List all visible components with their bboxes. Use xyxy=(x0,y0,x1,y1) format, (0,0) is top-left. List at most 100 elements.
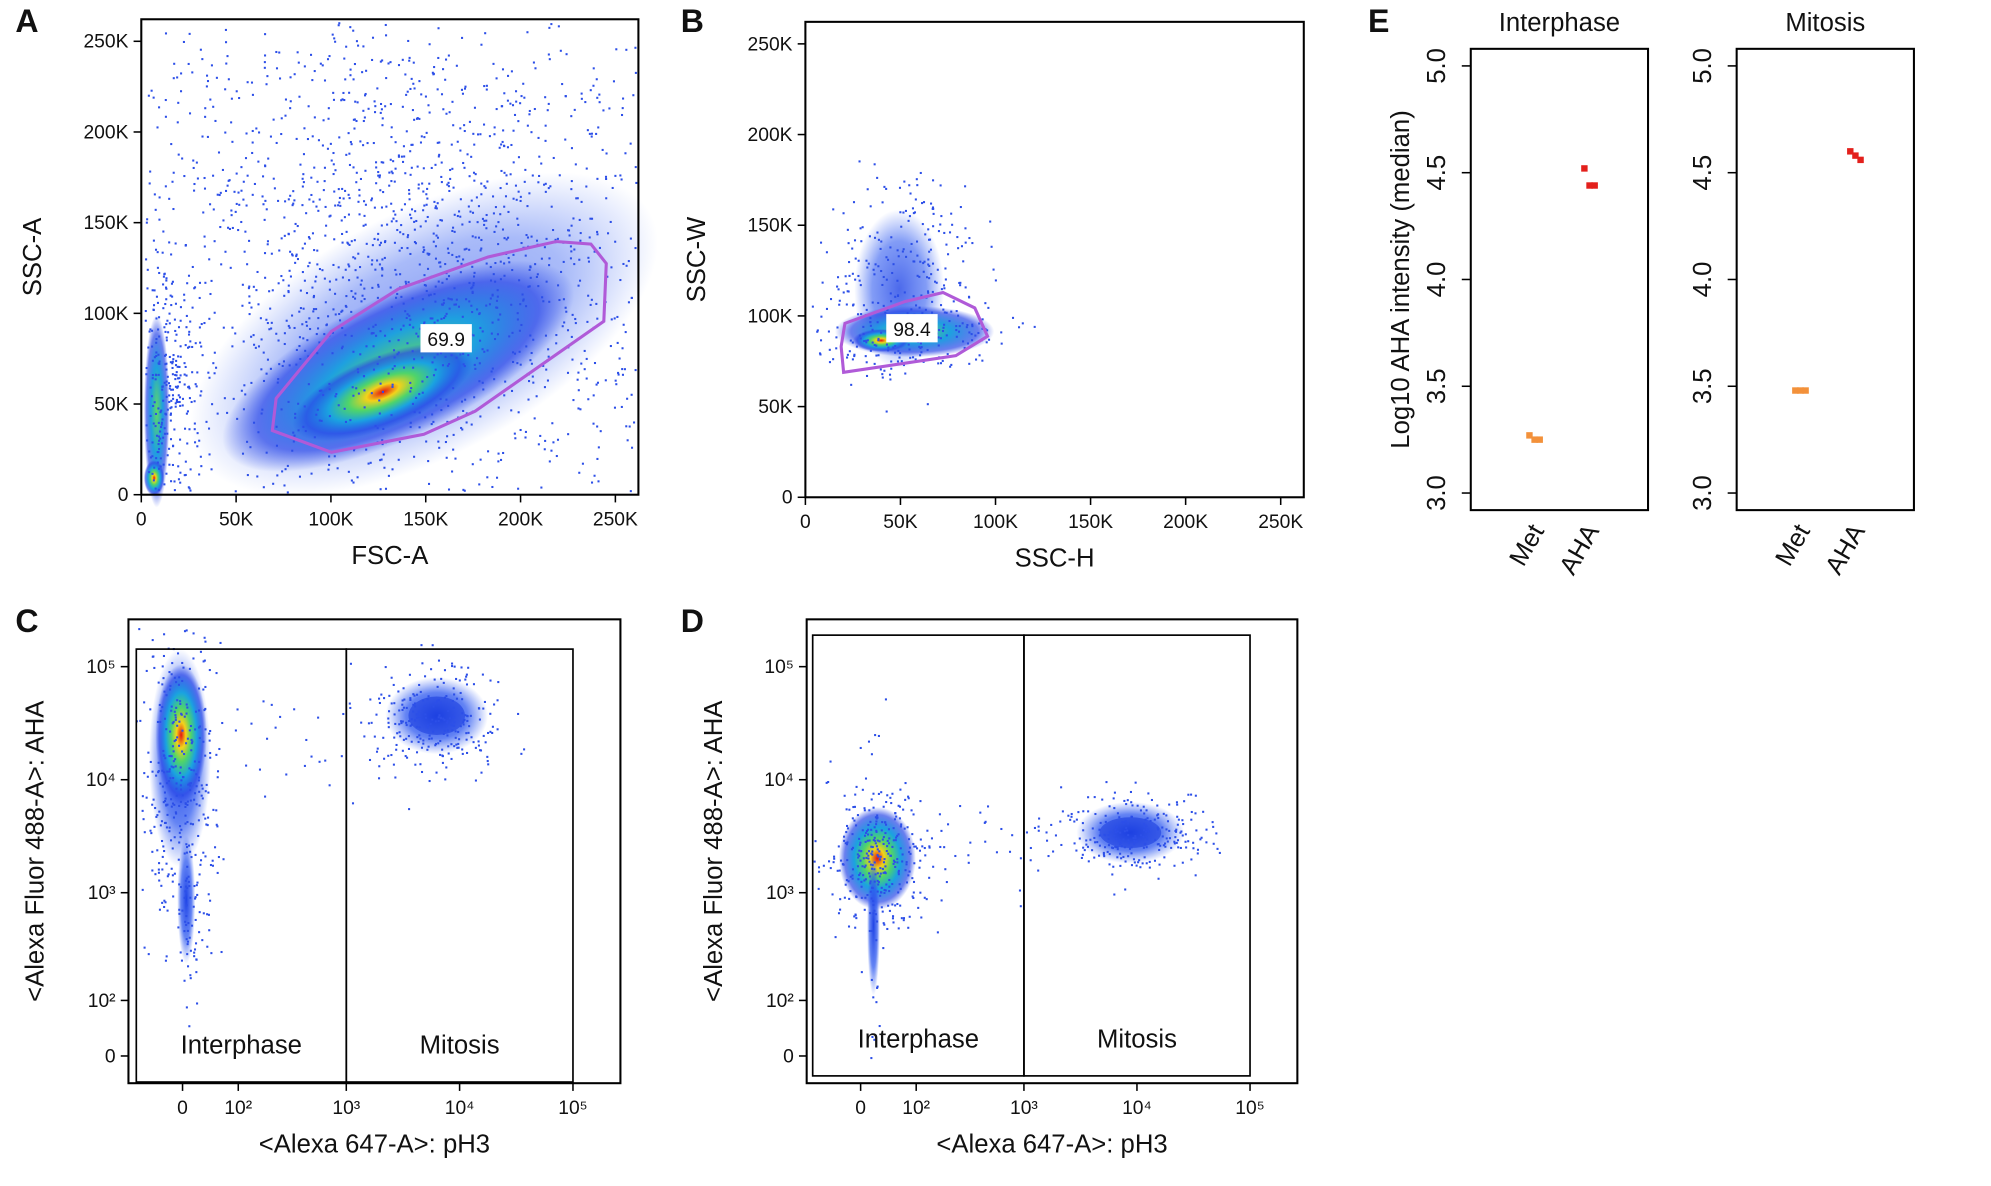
event-dot xyxy=(186,803,189,806)
event-dot xyxy=(611,186,614,190)
event-dot xyxy=(200,323,203,326)
event-dot xyxy=(231,326,234,329)
event-dot xyxy=(875,939,878,942)
event-dot xyxy=(173,803,176,806)
event-dot xyxy=(332,163,335,166)
event-dot xyxy=(161,683,164,686)
event-dot xyxy=(1033,826,1036,829)
event-dot xyxy=(551,422,554,425)
event-dot xyxy=(363,116,366,119)
event-dot xyxy=(499,187,502,190)
event-dot xyxy=(866,894,869,897)
event-dot xyxy=(165,862,168,865)
event-dot xyxy=(622,323,625,326)
event-dot xyxy=(825,307,828,310)
event-dot xyxy=(168,387,171,390)
event-dot xyxy=(157,421,160,424)
event-dot xyxy=(437,440,440,443)
event-dot xyxy=(173,836,176,839)
event-dot xyxy=(497,406,500,409)
event-dot xyxy=(204,107,207,110)
event-dot xyxy=(873,362,876,365)
event-dot xyxy=(1105,781,1108,784)
event-dot xyxy=(939,304,943,307)
event-dot xyxy=(1130,801,1133,804)
event-dot xyxy=(570,147,573,150)
event-dot xyxy=(922,270,925,273)
event-dot xyxy=(151,359,154,362)
event-dot xyxy=(884,865,887,868)
event-dot xyxy=(357,252,360,255)
event-dot xyxy=(180,828,183,831)
event-dot xyxy=(246,81,249,84)
event-dot xyxy=(418,117,421,120)
event-dot xyxy=(375,161,378,164)
event-dot xyxy=(1194,874,1197,877)
event-dot xyxy=(848,261,851,264)
event-dot xyxy=(1111,847,1114,850)
event-dot xyxy=(570,180,573,183)
event-dot xyxy=(189,782,192,785)
event-dot xyxy=(517,411,520,414)
event-dot xyxy=(412,693,415,696)
event-dot xyxy=(186,821,189,824)
event-dot xyxy=(350,310,353,313)
event-dot xyxy=(1195,829,1198,832)
event-dot xyxy=(209,756,212,759)
event-dot xyxy=(202,912,205,915)
event-dot xyxy=(874,842,877,845)
event-dot xyxy=(417,740,420,744)
event-dot xyxy=(301,271,304,274)
event-dot xyxy=(417,710,420,713)
event-dot xyxy=(370,197,374,200)
event-dot xyxy=(178,744,181,747)
event-dot xyxy=(482,388,485,391)
event-dot xyxy=(1116,812,1119,815)
event-dot xyxy=(489,279,493,282)
event-dot xyxy=(284,468,287,471)
event-dot xyxy=(968,331,971,334)
event-dot xyxy=(872,838,875,842)
event-dot xyxy=(178,400,181,404)
event-dot xyxy=(948,320,951,323)
event-dot xyxy=(871,886,874,889)
event-dot xyxy=(440,93,444,96)
event-dot xyxy=(873,273,876,276)
event-dot xyxy=(489,297,492,300)
event-dot xyxy=(209,863,212,867)
event-dot xyxy=(471,311,474,314)
event-dot xyxy=(907,343,910,346)
event-dot xyxy=(1102,851,1105,854)
event-dot xyxy=(858,160,861,163)
event-dot xyxy=(157,868,160,871)
event-dot xyxy=(499,278,502,281)
event-dot xyxy=(859,284,862,287)
event-dot xyxy=(266,322,269,325)
event-dot xyxy=(159,457,162,460)
event-dot xyxy=(302,153,305,156)
event-dot xyxy=(344,78,347,81)
event-dot xyxy=(248,285,251,288)
event-dot xyxy=(547,102,550,105)
event-dot xyxy=(378,355,381,358)
event-dot xyxy=(297,402,300,405)
event-dot xyxy=(352,350,355,353)
event-dot xyxy=(434,702,437,705)
event-dot xyxy=(372,345,375,348)
event-dot xyxy=(884,889,887,892)
event-dot xyxy=(246,263,249,266)
event-dot xyxy=(204,281,207,284)
event-dot xyxy=(183,715,186,718)
event-dot xyxy=(1142,846,1145,849)
event-dot xyxy=(1121,820,1124,823)
event-dot xyxy=(174,811,177,814)
event-dot xyxy=(296,224,299,228)
gate-label-box xyxy=(420,324,472,353)
event-dot xyxy=(850,383,853,386)
event-dot xyxy=(608,107,611,110)
event-dot xyxy=(236,708,239,711)
event-dot xyxy=(177,858,180,861)
event-dot xyxy=(154,425,157,428)
event-dot xyxy=(852,201,856,204)
event-dot xyxy=(201,797,204,800)
